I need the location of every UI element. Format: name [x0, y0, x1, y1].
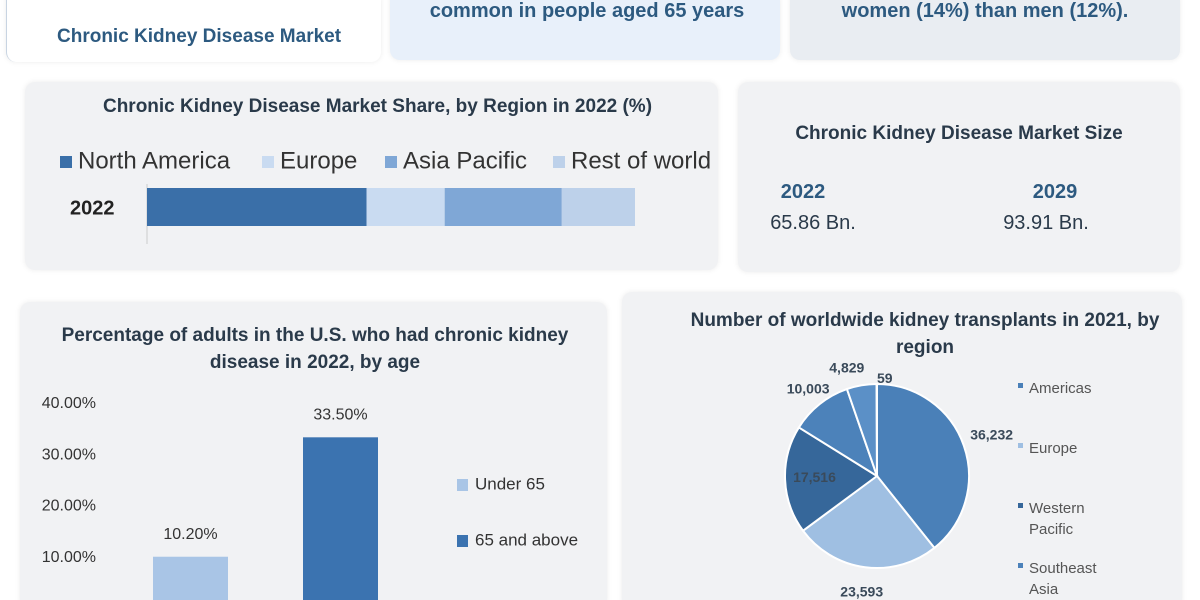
- banner-middle: [390, 0, 780, 60]
- legend-label: Europe: [280, 147, 357, 174]
- fact-text: women (14%) than men (12%).: [841, 0, 1129, 22]
- pie-slice: [876, 382, 970, 550]
- legend-label: Western Pacific: [1029, 500, 1085, 538]
- legend-label: Asia Pacific: [403, 147, 527, 174]
- size-year: 2022: [780, 181, 826, 203]
- legend-swatch: [262, 156, 274, 168]
- y-tick-label: 10.00%: [42, 549, 96, 566]
- legend-label: Rest of world: [571, 147, 711, 174]
- chart-title: Percentage of adults in the U.S. who had…: [61, 325, 569, 373]
- header-title: Chronic Kidney Disease Market: [57, 26, 342, 47]
- bar-segment: [444, 188, 562, 226]
- size-value: 93.91 Bn.: [1003, 212, 1089, 234]
- bar: [303, 437, 378, 600]
- fact-text: common in people aged 65 years: [429, 0, 745, 22]
- value-label: 23,593: [840, 583, 883, 599]
- size-value: 65.86 Bn.: [770, 212, 856, 234]
- value-label: 59: [877, 370, 893, 386]
- bar-segment: [147, 188, 367, 226]
- bar-segment: [561, 188, 635, 226]
- legend-swatch: [1018, 503, 1023, 508]
- banner-right: [790, 0, 1180, 60]
- legend-swatch: [457, 535, 468, 547]
- size-title: Chronic Kidney Disease Market Size: [795, 123, 1123, 144]
- legend-swatch: [1018, 563, 1023, 568]
- value-label: 33.50%: [313, 407, 367, 424]
- share-panel: [25, 82, 718, 270]
- banner-left: [6, 0, 381, 62]
- bar-segment: [366, 188, 445, 226]
- chart-title: Number of worldwide kidney transplants i…: [690, 310, 1160, 358]
- legend-label: Under 65: [475, 474, 545, 493]
- y-tick-label: 20.00%: [42, 498, 96, 515]
- value-label: 36,232: [970, 427, 1013, 443]
- y-tick-label: 40.00%: [42, 395, 96, 412]
- legend-swatch: [1018, 443, 1023, 448]
- legend-swatch: [385, 156, 397, 168]
- category-label: 2022: [70, 197, 115, 219]
- y-tick-label: 30.00%: [42, 446, 96, 463]
- value-label: 17,516: [793, 469, 836, 485]
- legend-label: Americas: [1029, 380, 1092, 397]
- pie-slice: [801, 474, 936, 569]
- legend-label: Europe: [1029, 440, 1078, 457]
- legend-swatch: [553, 156, 565, 168]
- size-panel: [738, 82, 1180, 272]
- size-year: 2029: [1032, 181, 1078, 203]
- legend-label: Southeast Asia: [1029, 560, 1097, 598]
- legend-swatch: [60, 156, 72, 168]
- chart-title: Chronic Kidney Disease Market Share, by …: [102, 96, 653, 117]
- value-label: 10,003: [787, 380, 830, 396]
- value-label: 4,829: [829, 360, 864, 376]
- pie-slice: [784, 426, 879, 533]
- value-label: 10.20%: [163, 526, 217, 543]
- bar: [153, 556, 228, 600]
- legend-label: 65 and above: [475, 530, 578, 549]
- legend-label: North America: [78, 147, 231, 174]
- legend-swatch: [1018, 383, 1023, 388]
- legend-swatch: [457, 479, 468, 491]
